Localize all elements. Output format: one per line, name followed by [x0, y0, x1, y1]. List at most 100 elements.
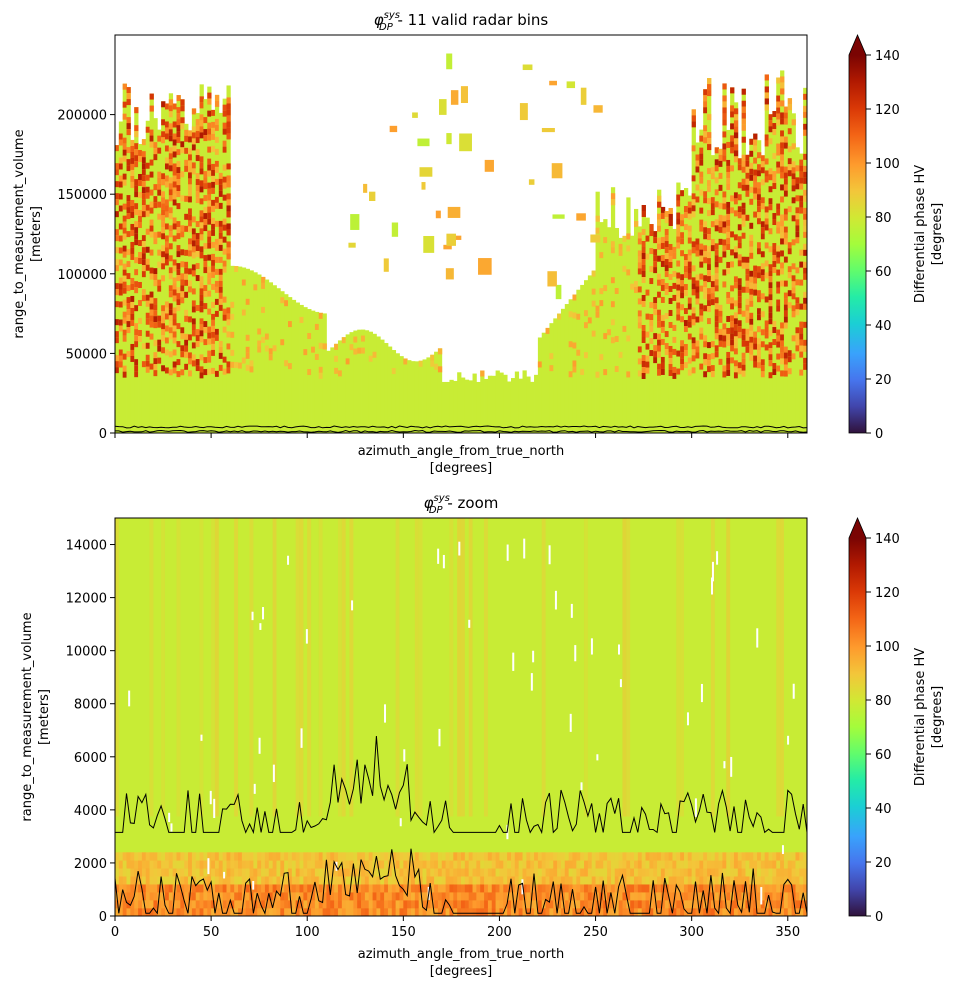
- bottom-heat-cell: [395, 900, 400, 909]
- top-heat-cell: [118, 301, 124, 308]
- top-heat-cell: [707, 210, 712, 217]
- bottom-heat-cell: [772, 860, 777, 869]
- top-heat-cell: [257, 328, 262, 335]
- top-heat-cell: [184, 333, 189, 340]
- bottom-heat-cell: [257, 892, 262, 901]
- colorbar-tick-label: 40: [875, 319, 892, 334]
- bottom-heat-cell: [787, 860, 792, 869]
- top-heat-cell: [783, 370, 789, 377]
- top-heat-cell: [626, 269, 631, 276]
- top-heat-patch: [446, 133, 452, 145]
- top-heat-cell: [145, 366, 150, 373]
- bottom-heat-cell: [687, 868, 692, 877]
- top-heat-cell: [722, 251, 727, 258]
- bottom-heat-cell: [610, 908, 616, 916]
- top-heat-cell: [145, 210, 150, 217]
- top-heat-column: [510, 378, 516, 433]
- bottom-heat-cell: [461, 876, 466, 885]
- bottom-heat-cell: [637, 860, 642, 869]
- top-heat-cell: [680, 358, 685, 365]
- top-heat-cell: [687, 261, 693, 268]
- bottom-heat-cell: [576, 876, 581, 885]
- bottom-heat-gap: [723, 761, 726, 769]
- top-heat-cell: [726, 333, 731, 340]
- top-heat-cell: [680, 238, 685, 245]
- bottom-heat-cell: [376, 852, 381, 861]
- bottom-heat-streak: [461, 518, 465, 817]
- top-heat-cell: [157, 147, 162, 154]
- bottom-heat-cell: [795, 860, 800, 869]
- top-heat-cell: [780, 82, 785, 89]
- bottom-heat-cell: [307, 892, 312, 901]
- bottom-heat-cell: [749, 876, 754, 885]
- top-heat-cell: [145, 246, 150, 253]
- bottom-heat-cell: [357, 900, 362, 909]
- top-heat-cell: [214, 202, 220, 209]
- bottom-heat-gap: [716, 551, 719, 565]
- top-heat-cell: [737, 332, 743, 339]
- top-heat-cell: [207, 278, 212, 285]
- top-heat-cell: [668, 261, 673, 268]
- bottom-heat-cell: [672, 868, 677, 877]
- bottom-heat-cell: [568, 900, 573, 909]
- bottom-heat-cell: [760, 884, 766, 893]
- top-heat-cell: [199, 252, 204, 259]
- bottom-heat-cell: [522, 900, 527, 909]
- bottom-heat-cell: [299, 884, 304, 893]
- top-heat-cell: [191, 216, 197, 223]
- bottom-heat-cell: [780, 884, 785, 893]
- top-heat-cell: [130, 295, 135, 302]
- bottom-heat-cell: [145, 892, 150, 901]
- bottom-heat-cell: [445, 868, 450, 877]
- bottom-heat-cell: [599, 876, 604, 885]
- bottom-heat-gap: [686, 712, 689, 726]
- top-heat-cell: [115, 145, 120, 152]
- top-heat-cell: [657, 237, 662, 244]
- bottom-heat-cell: [349, 860, 354, 869]
- bottom-heat-cell: [334, 900, 339, 909]
- top-heat-cell: [115, 193, 120, 200]
- top-heat-cell: [741, 154, 746, 161]
- bottom-heat-cell: [291, 884, 296, 893]
- bottom-heat-streak: [680, 518, 684, 817]
- top-heat-cell: [176, 275, 181, 282]
- bottom-heat-cell: [299, 860, 304, 869]
- top-heat-patch: [541, 127, 555, 133]
- bottom-heat-cell: [645, 860, 650, 869]
- top-heat-cell: [672, 252, 677, 259]
- top-heat-cell: [584, 310, 589, 317]
- top-heat-column: [518, 378, 523, 433]
- top-heat-cell: [153, 196, 158, 203]
- bottom-heat-cell: [772, 892, 777, 901]
- top-heat-cell: [783, 292, 789, 299]
- top-heat-cell: [803, 231, 807, 238]
- bottom-heat-cell: [230, 876, 235, 885]
- top-heat-cell: [718, 160, 723, 167]
- top-heat-cell: [726, 315, 731, 322]
- bottom-heat-cell: [503, 900, 508, 909]
- top-heat-cell: [657, 279, 662, 286]
- bottom-heat-cell: [718, 876, 723, 885]
- top-heat-cell: [184, 129, 189, 136]
- bottom-heat-cell: [672, 900, 677, 909]
- top-heat-cell: [707, 198, 712, 205]
- top-heat-cell: [653, 333, 658, 340]
- bottom-heat-cell: [115, 876, 120, 885]
- top-heat-cell: [780, 184, 785, 191]
- bottom-heat-cell: [426, 900, 431, 909]
- top-heat-cell: [222, 122, 227, 129]
- bottom-heat-cell: [345, 860, 350, 869]
- bottom-heat-cell: [322, 860, 327, 869]
- bottom-heat-cell: [330, 884, 335, 893]
- top-heat-cell: [787, 302, 793, 309]
- top-heat-cell: [599, 252, 604, 259]
- bottom-heat-streak: [676, 518, 681, 817]
- top-heat-cell: [126, 327, 131, 334]
- bottom-heat-cell: [607, 908, 612, 916]
- bottom-heat-cell: [714, 908, 719, 916]
- top-heat-cell: [145, 204, 150, 211]
- top-heat-cell: [768, 342, 773, 349]
- top-heat-cell: [118, 175, 124, 182]
- top-heat-cell: [199, 102, 204, 109]
- top-heat-cell: [780, 76, 785, 83]
